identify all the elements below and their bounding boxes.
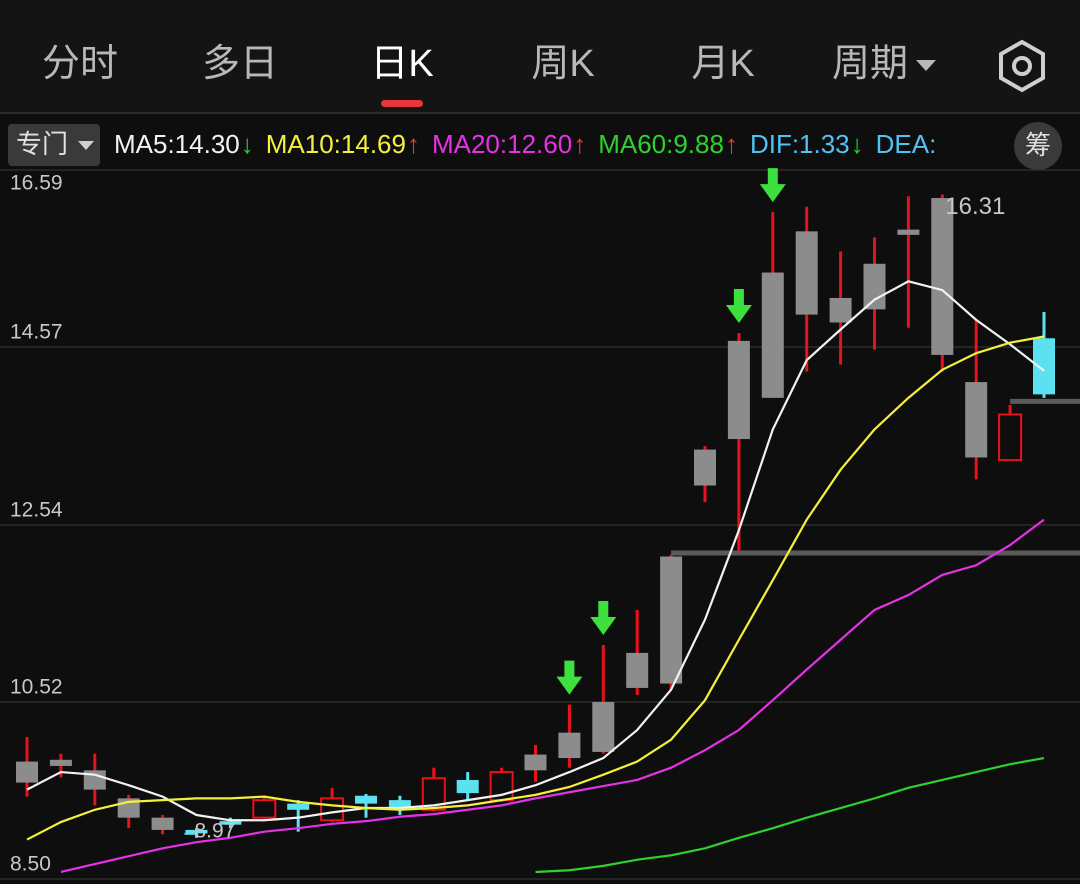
tabs: 分时 多日 日K 周K 月K 周期: [42, 43, 937, 107]
indicator-label: MA60:9.88: [598, 129, 724, 159]
candle-body: [863, 263, 886, 310]
candle-body: [829, 297, 852, 323]
candle-body: [998, 413, 1023, 462]
candle-body: [592, 701, 615, 752]
candle-body: [388, 800, 411, 809]
indicator-arrow: ↓: [241, 129, 254, 159]
plot-area: 16.59 14.57 12.54 10.52 8.50 8.97 16.31: [0, 168, 1080, 880]
indicator-label: MA20:12.60: [432, 129, 572, 159]
indicator-arrow: ↓: [851, 129, 864, 159]
ma-line: [535, 756, 1045, 874]
candle-body: [151, 817, 174, 830]
indicator-arrow: ↑: [573, 129, 586, 159]
tab[interactable]: 月K: [691, 43, 754, 85]
candle-body: [694, 449, 716, 486]
indicator-arrow: ↑: [407, 129, 420, 159]
candle-body: [219, 821, 242, 825]
active-tab-underline: [381, 100, 423, 107]
signal-arrow: [590, 601, 617, 636]
indicator-row: MA5:14.30 ↓ MA10:14.69 ↑ MA20:12.60 ↑ MA60:9.8…: [114, 129, 936, 159]
candle-body: [897, 229, 920, 235]
candle-body: [558, 732, 581, 759]
candle-body: [626, 652, 649, 688]
candle-body: [965, 382, 988, 458]
signal-arrow: [556, 660, 583, 695]
indicator-label: DEA:: [876, 129, 937, 159]
high-label: 16.31: [945, 193, 1005, 220]
ma-line: [60, 518, 1045, 874]
low-label: 8.97: [195, 819, 236, 842]
signal-arrow: [759, 168, 786, 203]
side-button-label: 筹: [1025, 130, 1051, 160]
candle-body: [49, 759, 72, 766]
tab[interactable]: 多日: [202, 43, 278, 85]
candle-body: [524, 754, 547, 771]
y-tick-label: 14.57: [10, 321, 63, 344]
candle-body: [931, 198, 954, 355]
tab-bar: [0, 0, 1080, 113]
candle-body: [456, 779, 479, 794]
candle-body: [252, 799, 277, 819]
tab[interactable]: 周K: [531, 43, 594, 85]
candle-body: [287, 803, 310, 810]
ma-line: [26, 335, 1045, 841]
indicator-button[interactable]: 专门: [8, 124, 100, 166]
dropdown-caret: [916, 60, 937, 71]
signal-arrow: [725, 289, 752, 324]
candle-body: [320, 797, 345, 822]
candle-body: [421, 777, 446, 811]
candle-body: [1033, 338, 1055, 395]
y-tick-label: 10.52: [10, 676, 63, 699]
indicator-button-label: 专门: [16, 129, 68, 159]
candle-body: [727, 340, 750, 440]
indicator-arrow: ↑: [725, 129, 738, 159]
side-button[interactable]: 筹: [1014, 122, 1062, 170]
y-tick-label: 16.59: [10, 172, 63, 195]
indicator-label: MA5:14.30: [114, 129, 240, 159]
ma-line: [26, 280, 1045, 822]
candle-body: [185, 829, 208, 834]
candle-body: [660, 556, 683, 684]
indicator-label: MA10:14.69: [266, 129, 406, 159]
candle-body: [16, 761, 38, 783]
y-tick-label: 12.54: [10, 498, 63, 521]
y-tick-label: 8.50: [10, 853, 51, 876]
tab[interactable]: 周期: [832, 43, 908, 85]
tab[interactable]: 日K: [370, 43, 433, 85]
settings-icon[interactable]: [999, 39, 1045, 93]
tab[interactable]: 分时: [42, 43, 118, 85]
candle-body: [355, 795, 377, 804]
indicator-label: DIF:1.33: [750, 129, 850, 159]
candle-body: [761, 272, 784, 398]
candle-body: [795, 231, 818, 315]
